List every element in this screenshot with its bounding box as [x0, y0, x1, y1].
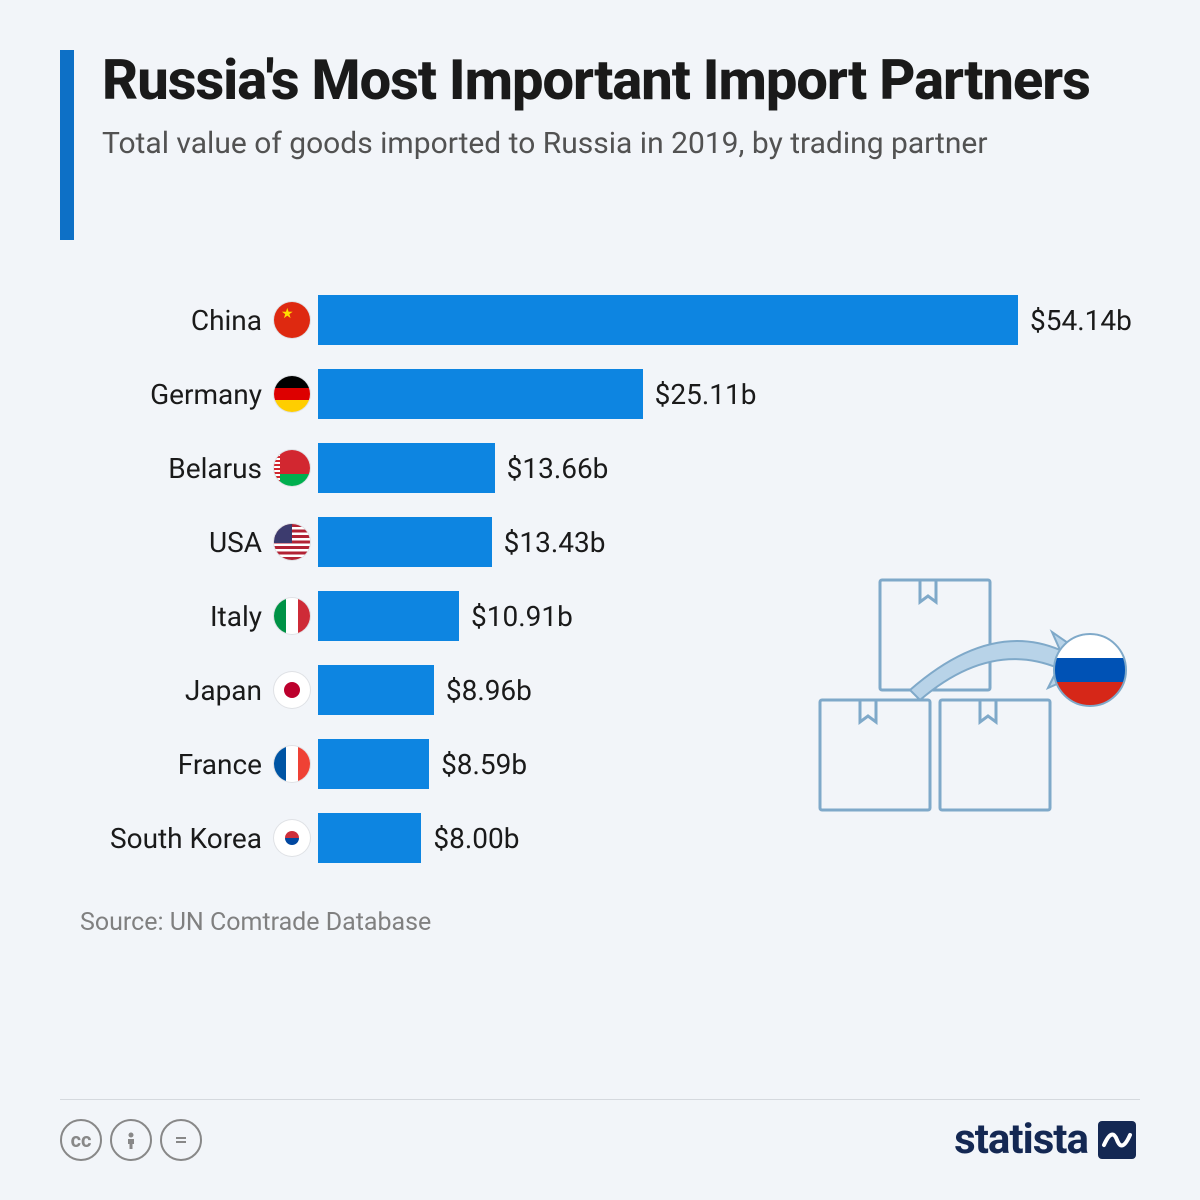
country-label: Germany — [150, 378, 262, 411]
accent-bar — [60, 50, 74, 240]
cc-by-icon — [110, 1119, 152, 1161]
row-label-wrap: Germany — [80, 376, 310, 412]
country-label: Belarus — [168, 452, 262, 485]
country-label: China — [191, 304, 262, 337]
chart-row: China $54.14b — [80, 290, 1140, 350]
infographic-container: Russia's Most Important Import Partners … — [0, 0, 1200, 1200]
bar-wrap: $8.00b — [318, 813, 519, 863]
bar-wrap: $8.96b — [318, 665, 532, 715]
bar-value: $10.91b — [471, 600, 573, 633]
statista-logo-text: statista — [954, 1115, 1088, 1164]
statista-logo: statista — [954, 1115, 1140, 1164]
country-label: USA — [209, 526, 262, 559]
bar-value: $8.00b — [433, 822, 519, 855]
license-icons: cc — [60, 1119, 202, 1161]
bar-value: $8.59b — [441, 748, 527, 781]
chart-row: Germany $25.11b — [80, 364, 1140, 424]
page-subtitle: Total value of goods imported to Russia … — [102, 124, 1090, 165]
flag-icon — [274, 450, 310, 486]
footer: cc statista — [60, 1115, 1140, 1164]
bar — [318, 369, 643, 419]
country-label: Japan — [185, 674, 262, 707]
page-title: Russia's Most Important Import Partners — [102, 50, 1090, 112]
flag-icon — [274, 376, 310, 412]
header-text: Russia's Most Important Import Partners … — [102, 50, 1090, 164]
bar-value: $8.96b — [446, 674, 532, 707]
bar-wrap: $54.14b — [318, 295, 1132, 345]
bar — [318, 443, 495, 493]
bar-wrap: $25.11b — [318, 369, 756, 419]
row-label-wrap: Japan — [80, 672, 310, 708]
bar — [318, 665, 434, 715]
row-label-wrap: Belarus — [80, 450, 310, 486]
bar-wrap: $13.43b — [318, 517, 605, 567]
footer-divider — [60, 1099, 1140, 1100]
chart-row: USA $13.43b — [80, 512, 1140, 572]
flag-icon — [274, 524, 310, 560]
cc-nd-icon — [160, 1119, 202, 1161]
country-label: South Korea — [110, 822, 262, 855]
row-label-wrap: France — [80, 746, 310, 782]
bar-wrap: $8.59b — [318, 739, 527, 789]
bar — [318, 295, 1018, 345]
bar — [318, 517, 492, 567]
header: Russia's Most Important Import Partners … — [60, 50, 1140, 240]
chart-row: Belarus $13.66b — [80, 438, 1140, 498]
bar — [318, 591, 459, 641]
bar — [318, 739, 429, 789]
bar-value: $13.66b — [507, 452, 609, 485]
boxes-illustration — [790, 570, 1130, 830]
row-label-wrap: Italy — [80, 598, 310, 634]
bar-wrap: $10.91b — [318, 591, 573, 641]
bar — [318, 813, 421, 863]
row-label-wrap: USA — [80, 524, 310, 560]
bar-value: $54.14b — [1030, 304, 1132, 337]
source-text: Source: UN Comtrade Database — [80, 908, 1140, 937]
flag-icon — [274, 746, 310, 782]
cc-icon: cc — [60, 1119, 102, 1161]
bar-value: $25.11b — [655, 378, 757, 411]
flag-icon — [274, 598, 310, 634]
flag-icon — [274, 302, 310, 338]
country-label: France — [178, 748, 262, 781]
country-label: Italy — [210, 600, 262, 633]
flag-icon — [274, 820, 310, 856]
flag-icon — [274, 672, 310, 708]
bar-value: $13.43b — [504, 526, 606, 559]
row-label-wrap: South Korea — [80, 820, 310, 856]
bar-wrap: $13.66b — [318, 443, 608, 493]
row-label-wrap: China — [80, 302, 310, 338]
